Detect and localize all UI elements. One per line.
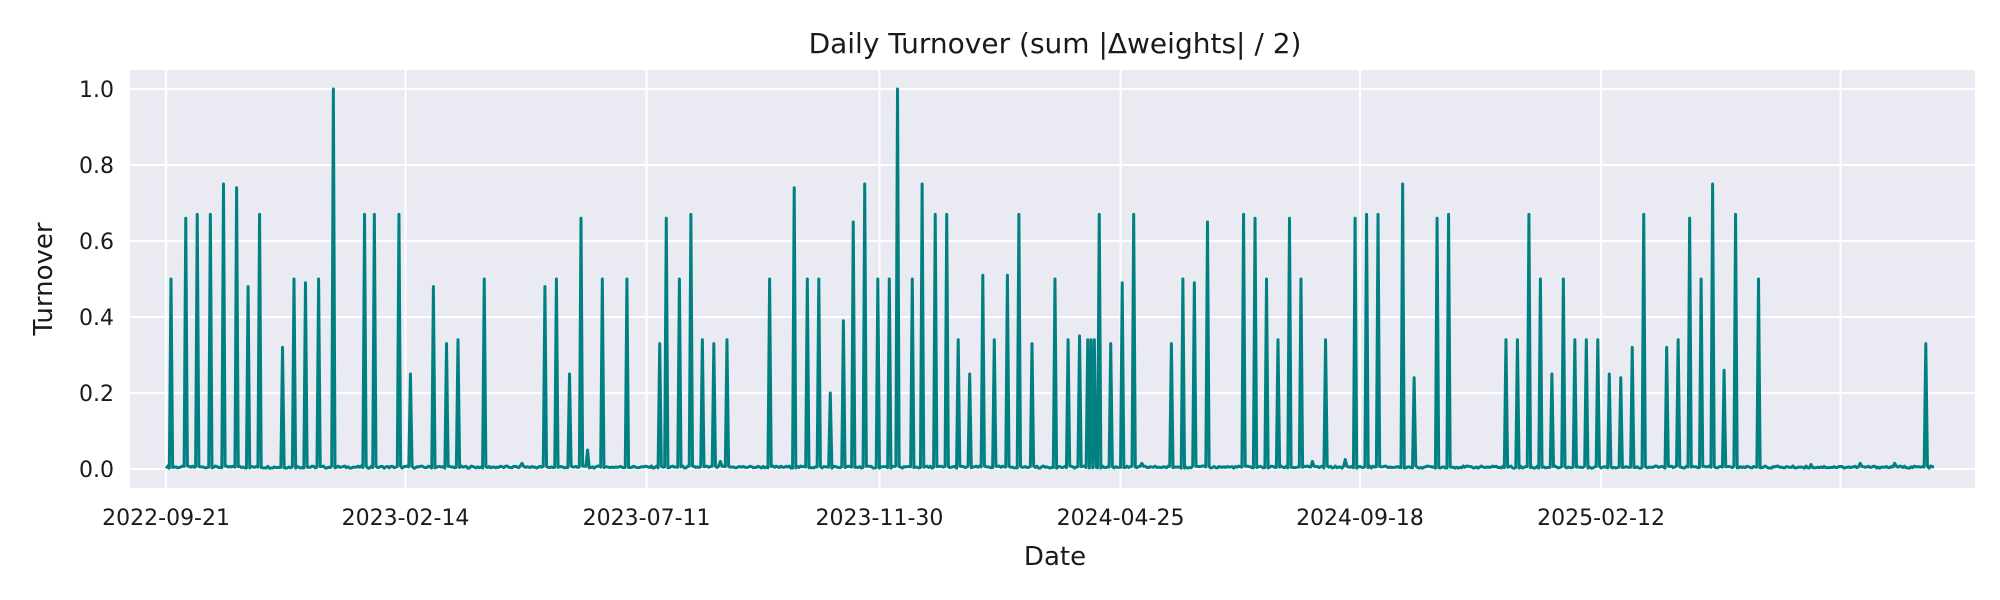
line-layer: [164, 87, 1935, 470]
x-tick-label: 2024-04-25: [1057, 506, 1185, 531]
x-tick-label: 2024-09-18: [1296, 506, 1424, 531]
y-tick-label: 0.2: [79, 382, 114, 407]
x-axis-label: Date: [1024, 542, 1086, 572]
y-axis-label: Turnover: [29, 222, 59, 336]
turnover-series-line: [164, 87, 1935, 470]
x-tick-labels: 2022-09-21 2023-02-14 2023-07-11 2023-11-30…: [102, 506, 1665, 531]
x-tick-label: 2022-09-21: [102, 506, 230, 531]
chart-title: Daily Turnover (sum |Δweights| / 2): [809, 27, 1302, 60]
y-tick-label: 1.0: [79, 78, 114, 103]
y-tick-label: 0.4: [79, 306, 114, 331]
y-tick-label: 0.0: [79, 458, 114, 483]
y-tick-labels: 0.0 0.2 0.4 0.6 0.8 1.0: [79, 78, 114, 483]
y-tick-label: 0.6: [79, 230, 114, 255]
x-tick-label: 2023-02-14: [342, 506, 470, 531]
x-tick-label: 2023-07-11: [583, 506, 711, 531]
y-tick-label: 0.8: [79, 154, 114, 179]
x-tick-label: 2025-02-12: [1537, 506, 1665, 531]
x-tick-label: 2023-11-30: [816, 506, 944, 531]
